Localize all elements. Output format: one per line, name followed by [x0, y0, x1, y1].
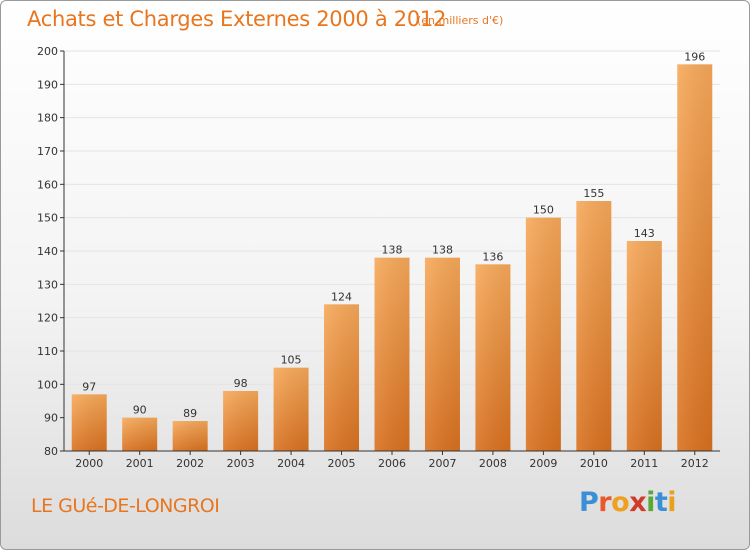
place-name: LE GUé-DE-LONGROI — [31, 495, 220, 517]
data-label-2007: 138 — [432, 244, 453, 257]
proxiti-logo[interactable]: Proxiti — [579, 487, 677, 518]
data-label-2001: 90 — [133, 404, 147, 417]
x-tick-label-2003: 2003 — [227, 457, 255, 470]
data-label-2012: 196 — [684, 50, 705, 63]
y-tick-label: 80 — [44, 445, 58, 458]
x-tick-label-2000: 2000 — [75, 457, 103, 470]
bar-shade — [172, 421, 208, 451]
bar-shade — [424, 257, 460, 451]
y-tick-label: 130 — [37, 278, 58, 291]
logo-letter: i — [646, 487, 655, 518]
bar-shade — [273, 367, 309, 451]
bar-shade — [122, 417, 158, 451]
y-tick-label: 110 — [37, 345, 58, 358]
y-tick-label: 100 — [37, 378, 58, 391]
bar-shade — [525, 217, 561, 451]
logo-letter: o — [611, 487, 630, 518]
bar-shade — [475, 264, 511, 451]
axes — [60, 50, 720, 455]
logo-letter: t — [654, 487, 668, 518]
bar-shade — [71, 394, 107, 451]
bar-shade — [223, 391, 259, 451]
labels: 80 90 100 110 120 130 140 150 160 170 180 190 200 97 2… — [37, 45, 709, 470]
bars — [71, 64, 713, 452]
x-tick-label-2012: 2012 — [681, 457, 709, 470]
bar-shade — [576, 201, 612, 451]
x-tick-label-2004: 2004 — [277, 457, 305, 470]
y-tick-label: 180 — [37, 112, 58, 125]
data-label-2010: 155 — [583, 187, 604, 200]
x-tick-label-2010: 2010 — [580, 457, 608, 470]
logo-letter: x — [629, 487, 647, 518]
data-label-2006: 138 — [382, 244, 403, 257]
x-tick-label-2007: 2007 — [428, 457, 456, 470]
x-tick-label-2009: 2009 — [529, 457, 557, 470]
x-tick-label-2008: 2008 — [479, 457, 507, 470]
data-label-2005: 124 — [331, 290, 352, 303]
data-label-2002: 89 — [183, 407, 197, 420]
y-tick-label: 190 — [37, 78, 58, 91]
y-tick-label: 160 — [37, 178, 58, 191]
x-tick-label-2011: 2011 — [630, 457, 658, 470]
logo-letter: r — [598, 487, 612, 518]
data-label-2011: 143 — [634, 227, 655, 240]
data-label-2000: 97 — [82, 380, 96, 393]
data-label-2008: 136 — [482, 250, 503, 263]
y-tick-label: 170 — [37, 145, 58, 158]
y-tick-label: 150 — [37, 212, 58, 225]
bar-shade — [677, 64, 713, 452]
x-tick-label-2005: 2005 — [328, 457, 356, 470]
x-tick-label-2001: 2001 — [126, 457, 154, 470]
y-tick-label: 200 — [37, 45, 58, 58]
bar-shade — [374, 257, 410, 451]
y-tick-label: 90 — [44, 412, 58, 425]
data-label-2009: 150 — [533, 204, 554, 217]
chart-title: Achats et Charges Externes 2000 à 2012 — [27, 7, 447, 31]
logo-letter: P — [579, 487, 599, 518]
bar-shade — [626, 241, 662, 451]
data-label-2003: 98 — [234, 377, 248, 390]
x-tick-label-2002: 2002 — [176, 457, 204, 470]
x-tick-label-2006: 2006 — [378, 457, 406, 470]
chart-subtitle: (en milliers d'€) — [417, 14, 504, 27]
bar-shade — [324, 304, 360, 451]
y-tick-label: 140 — [37, 245, 58, 258]
data-label-2004: 105 — [281, 354, 302, 367]
y-tick-label: 120 — [37, 312, 58, 325]
logo-letter: i — [667, 487, 677, 518]
